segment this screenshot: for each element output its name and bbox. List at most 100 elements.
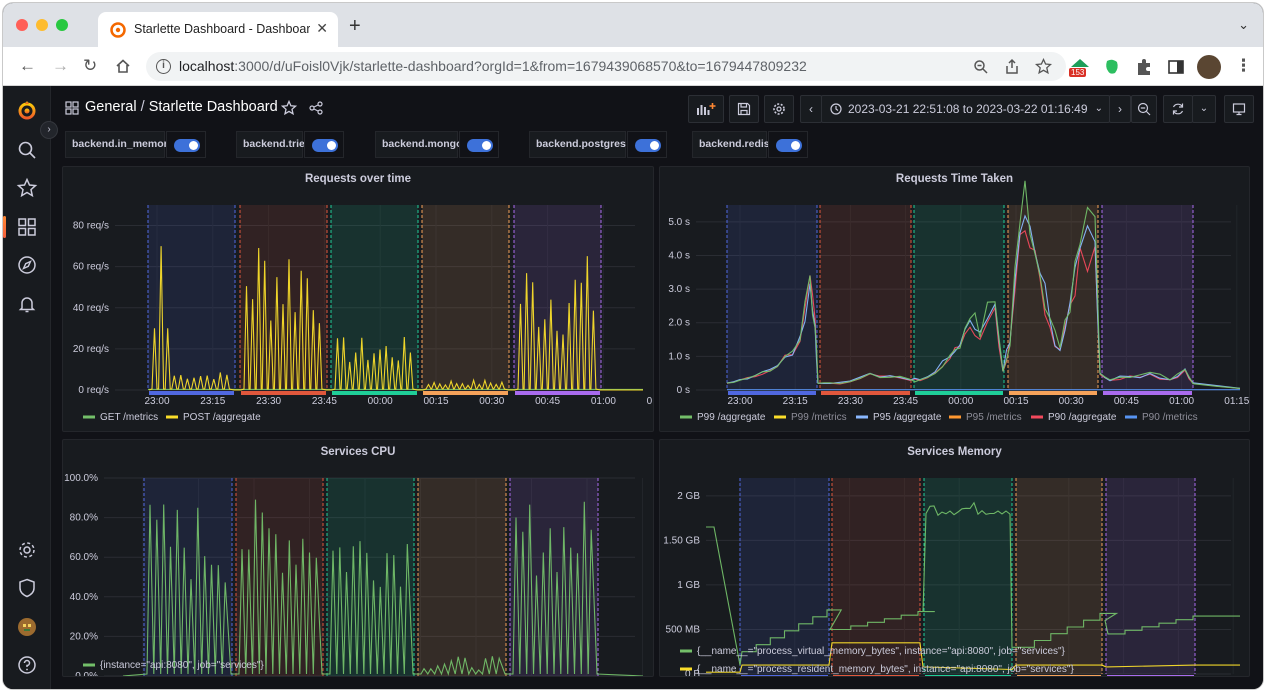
annotation-region bbox=[148, 205, 235, 390]
legend-item: P99 /aggregate bbox=[697, 412, 766, 423]
time-range-picker[interactable]: 2023-03-21 22:51:08 to 2023-03-22 01:16:… bbox=[821, 95, 1110, 123]
annotation-marker bbox=[1009, 391, 1097, 395]
search-icon[interactable] bbox=[16, 139, 38, 161]
chart-svg: 80 req/s 60 req/s 40 req/s 20 req/s 0 req/s 2… bbox=[73, 205, 653, 423]
extension-badge-icon[interactable]: 153 bbox=[1069, 56, 1091, 78]
x-tick-label: 23:15 bbox=[783, 396, 808, 407]
toggle-switch[interactable] bbox=[312, 139, 338, 152]
y-tick-label: 0 req/s bbox=[78, 385, 109, 396]
x-tick-label: 00:30 bbox=[479, 396, 504, 407]
close-window-button[interactable] bbox=[16, 19, 28, 31]
annotation-region bbox=[820, 205, 911, 390]
refresh-interval-dropdown[interactable]: ⌄ bbox=[1192, 95, 1216, 123]
minimize-window-button[interactable] bbox=[36, 19, 48, 31]
panel-title[interactable]: Services CPU bbox=[320, 446, 396, 458]
user-avatar[interactable] bbox=[16, 616, 38, 638]
series-line bbox=[706, 642, 1240, 673]
zoom-window-button[interactable] bbox=[56, 19, 68, 31]
save-icon bbox=[737, 102, 751, 116]
annotation-region bbox=[418, 478, 506, 676]
reload-icon[interactable]: ↻ bbox=[83, 56, 98, 75]
y-tick-label: 2 GB bbox=[677, 491, 700, 502]
add-panel-button[interactable] bbox=[688, 95, 724, 123]
save-dashboard-button[interactable] bbox=[729, 95, 759, 123]
explore-compass-icon[interactable] bbox=[16, 254, 38, 276]
address-bar[interactable]: i localhost:3000/d/uFoisl0Vjk/starlette-… bbox=[146, 52, 1066, 81]
time-shift-back-button[interactable]: ‹ bbox=[800, 95, 822, 123]
variable-toggle[interactable] bbox=[459, 131, 499, 158]
browser-menu-icon[interactable]: ⋮ bbox=[1235, 56, 1252, 75]
zoom-out-icon bbox=[1137, 102, 1151, 116]
series-line bbox=[726, 180, 1241, 389]
x-tick-label: 00:00 bbox=[948, 396, 973, 407]
home-icon[interactable] bbox=[115, 58, 131, 74]
help-icon[interactable] bbox=[16, 654, 38, 676]
side-panel-icon[interactable] bbox=[1165, 56, 1187, 78]
tab-title: Starlette Dashboard - Dashboard bbox=[134, 22, 310, 36]
back-arrow-icon[interactable]: ← bbox=[19, 56, 36, 75]
breadcrumb-folder[interactable]: General bbox=[85, 99, 137, 115]
toggle-switch[interactable] bbox=[467, 139, 493, 152]
profile-avatar[interactable] bbox=[1197, 55, 1221, 79]
x-tick-label: 23:15 bbox=[200, 396, 225, 407]
bookmark-star-icon[interactable] bbox=[1035, 58, 1052, 75]
tv-mode-button[interactable] bbox=[1224, 95, 1254, 123]
tab-search-chevron-icon[interactable]: ⌄ bbox=[1238, 17, 1249, 32]
zoom-out-button[interactable] bbox=[1131, 95, 1157, 123]
share-icon[interactable] bbox=[1004, 58, 1020, 75]
mark-favorite-star-icon[interactable] bbox=[281, 100, 297, 116]
variable-toggle[interactable] bbox=[304, 131, 344, 158]
chart-svg: 100.0%80.0%60.0%40.0%20.0%0.0%23:0023:15… bbox=[64, 473, 644, 676]
browser-tab[interactable]: Starlette Dashboard - Dashboard ✕ bbox=[98, 12, 338, 47]
variable-toggle[interactable] bbox=[166, 131, 206, 158]
annotation-marker bbox=[1107, 675, 1194, 676]
dashboards-grid-icon[interactable] bbox=[16, 216, 38, 238]
annotation-region bbox=[832, 478, 920, 674]
toggle-switch[interactable] bbox=[776, 139, 802, 152]
forward-arrow-icon[interactable]: → bbox=[52, 56, 69, 75]
y-tick-label: 80.0% bbox=[70, 513, 98, 524]
panel-title[interactable]: Services Memory bbox=[907, 446, 1002, 458]
grafana-home-logo-icon[interactable] bbox=[16, 100, 38, 122]
series-line bbox=[122, 499, 644, 676]
variable-label: backend.mongo bbox=[375, 131, 463, 158]
variable-label: backend.in_memory bbox=[65, 131, 174, 158]
extensions-puzzle-icon[interactable] bbox=[1133, 56, 1155, 78]
refresh-button[interactable] bbox=[1163, 95, 1193, 123]
page-title[interactable]: Starlette Dashboard bbox=[148, 99, 278, 115]
annotation-marker bbox=[515, 391, 600, 395]
x-tick-label: 01:15 bbox=[647, 396, 653, 407]
server-admin-shield-icon[interactable] bbox=[16, 577, 38, 599]
panel-services-memory[interactable]: Services Memory 2 GB 1.50 GB 1 GB 500 MB 0 B… bbox=[659, 439, 1250, 677]
panel-requests-time-taken[interactable]: Requests Time Taken 5.0 s 4.0 s 3.0 s 2.0 s… bbox=[659, 166, 1250, 432]
time-shift-forward-button[interactable]: › bbox=[1109, 95, 1131, 123]
x-tick-label: 00:45 bbox=[535, 396, 560, 407]
panel-services-cpu[interactable]: Services CPU 100.0% 80.0% 60.0% 40.0% 20.0% 0… bbox=[62, 439, 654, 677]
y-tick-label: 0.0% bbox=[75, 671, 98, 676]
panel-title[interactable]: Requests Time Taken bbox=[895, 173, 1014, 185]
toggle-switch[interactable] bbox=[635, 139, 661, 152]
configuration-gear-icon[interactable] bbox=[16, 539, 38, 561]
toggle-switch[interactable] bbox=[174, 139, 200, 152]
variable-toggle[interactable] bbox=[627, 131, 667, 158]
starred-icon[interactable] bbox=[16, 177, 38, 199]
panel-title[interactable]: Requests over time bbox=[304, 173, 412, 185]
evernote-elephant-icon[interactable] bbox=[1101, 56, 1123, 78]
annotation-region bbox=[924, 478, 1012, 674]
alerting-bell-icon[interactable] bbox=[16, 293, 38, 315]
expand-menu-chevron-icon[interactable]: › bbox=[40, 121, 58, 139]
site-info-icon[interactable]: i bbox=[156, 59, 171, 74]
zoom-magnifier-icon[interactable] bbox=[973, 59, 989, 75]
dashboard-grid-icon bbox=[65, 101, 79, 115]
y-tick-label: 1.50 GB bbox=[663, 535, 700, 546]
tab-close-icon[interactable]: ✕ bbox=[316, 20, 328, 36]
new-tab-button[interactable]: + bbox=[349, 15, 361, 37]
share-dashboard-icon[interactable] bbox=[309, 101, 323, 115]
y-tick-label: 20 req/s bbox=[73, 344, 109, 355]
panel-requests-over-time[interactable]: Requests over time 80 req/s 60 req/s 40 re… bbox=[62, 166, 654, 432]
variables-row: backend.in_memory backend.trie backend.m… bbox=[51, 130, 1263, 160]
extension-badge-count: 153 bbox=[1069, 68, 1087, 77]
chart-svg: 5.0 s 4.0 s 3.0 s 2.0 s 1.0 s 0 s 23:00 23:15 23… bbox=[668, 180, 1249, 423]
dashboard-settings-button[interactable] bbox=[764, 95, 794, 123]
variable-toggle[interactable] bbox=[768, 131, 808, 158]
